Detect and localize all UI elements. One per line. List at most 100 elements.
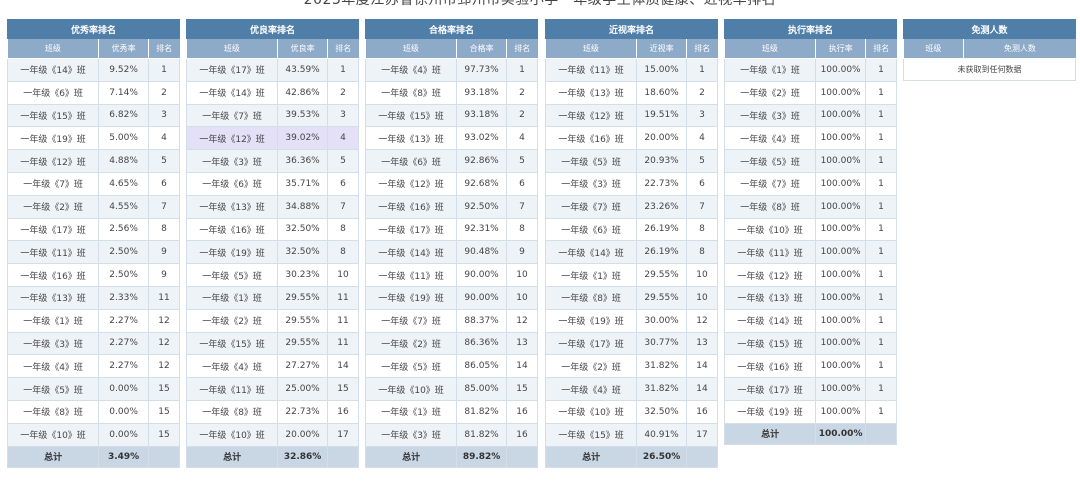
table-row[interactable]: 一年级《19》班 30.00% 12 — [544, 309, 718, 333]
table-row[interactable]: 一年级《5》班 20.93% 5 — [544, 149, 718, 173]
table-row[interactable]: 一年级《8》班 22.73% 16 — [185, 400, 359, 424]
table-row[interactable]: 一年级《3》班 81.82% 16 — [364, 423, 538, 447]
table-row[interactable]: 一年级《4》班 27.27% 14 — [185, 354, 359, 379]
table-row[interactable]: 一年级《4》班 100.00% 1 — [723, 126, 897, 151]
table-row[interactable]: 一年级《13》班 93.02% 4 — [364, 126, 538, 151]
table-row[interactable]: 一年级《19》班 32.50% 8 — [185, 240, 359, 265]
column-header[interactable]: 班级 — [7, 38, 100, 59]
table-row[interactable]: 一年级《10》班 100.00% 1 — [723, 218, 897, 242]
table-row[interactable]: 一年级《13》班 100.00% 1 — [723, 286, 897, 310]
table-row[interactable]: 一年级《17》班 92.31% 8 — [364, 218, 538, 242]
table-row[interactable]: 一年级《1》班 29.55% 10 — [544, 263, 718, 287]
table-row[interactable]: 一年级《15》班 29.55% 11 — [185, 332, 359, 356]
table-row[interactable]: 一年级《10》班 32.50% 16 — [544, 400, 718, 424]
column-header[interactable]: 优秀率 — [98, 38, 150, 59]
table-row[interactable]: 一年级《17》班 2.56% 8 — [6, 218, 180, 242]
table-row[interactable]: 一年级《13》班 18.60% 2 — [544, 81, 718, 105]
column-header[interactable]: 班级 — [365, 38, 458, 59]
table-row[interactable]: 一年级《8》班 0.00% 15 — [6, 400, 180, 424]
column-header[interactable]: 班级 — [545, 38, 638, 59]
column-header[interactable]: 班级 — [903, 38, 965, 59]
column-header[interactable]: 排名 — [506, 38, 538, 59]
column-header[interactable]: 班级 — [186, 38, 279, 59]
table-row[interactable]: 一年级《16》班 92.50% 7 — [364, 195, 538, 219]
table-row[interactable]: 一年级《10》班 20.00% 17 — [185, 423, 359, 447]
table-row[interactable]: 一年级《14》班 26.19% 8 — [544, 240, 718, 265]
table-row[interactable]: 一年级《15》班 40.91% 17 — [544, 423, 718, 447]
table-row[interactable]: 一年级《15》班 100.00% 1 — [723, 332, 897, 356]
column-header[interactable]: 排名 — [865, 38, 897, 59]
table-row[interactable]: 一年级《1》班 81.82% 16 — [364, 400, 538, 424]
table-row[interactable]: 一年级《16》班 100.00% 1 — [723, 354, 897, 379]
table-row[interactable]: 一年级《2》班 29.55% 11 — [185, 309, 359, 333]
table-row[interactable]: 一年级《7》班 88.37% 12 — [364, 309, 538, 333]
column-header[interactable]: 排名 — [686, 38, 718, 59]
table-row[interactable]: 一年级《7》班 39.53% 3 — [185, 104, 359, 128]
column-header[interactable]: 近视率 — [636, 38, 688, 59]
table-row[interactable]: 一年级《6》班 35.71% 6 — [185, 172, 359, 196]
table-row[interactable]: 一年级《12》班 100.00% 1 — [723, 263, 897, 287]
table-row[interactable]: 一年级《15》班 93.18% 2 — [364, 104, 538, 128]
table-row[interactable]: 一年级《19》班 90.00% 10 — [364, 286, 538, 310]
table-row[interactable]: 一年级《5》班 86.05% 14 — [364, 354, 538, 379]
table-row[interactable]: 一年级《8》班 100.00% 1 — [723, 195, 897, 219]
table-row[interactable]: 一年级《2》班 86.36% 13 — [364, 332, 538, 356]
table-row[interactable]: 一年级《12》班 4.88% 5 — [6, 149, 180, 173]
column-header[interactable]: 免测人数 — [963, 38, 1076, 59]
table-row[interactable]: 一年级《2》班 31.82% 14 — [544, 354, 718, 379]
table-row[interactable]: 一年级《7》班 100.00% 1 — [723, 172, 897, 196]
table-row[interactable]: 一年级《2》班 4.55% 7 — [6, 195, 180, 219]
column-header[interactable]: 合格率 — [456, 38, 508, 59]
table-row[interactable]: 一年级《10》班 85.00% 15 — [364, 377, 538, 401]
table-row[interactable]: 一年级《14》班 100.00% 1 — [723, 309, 897, 333]
column-header[interactable]: 优良率 — [277, 38, 329, 59]
table-row[interactable]: 一年级《17》班 30.77% 13 — [544, 332, 718, 356]
table-row[interactable]: 一年级《8》班 93.18% 2 — [364, 81, 538, 105]
table-row[interactable]: 一年级《7》班 4.65% 6 — [6, 172, 180, 196]
table-row[interactable]: 一年级《11》班 100.00% 1 — [723, 240, 897, 265]
table-row[interactable]: 一年级《5》班 0.00% 15 — [6, 377, 180, 401]
table-row[interactable]: 一年级《13》班 2.33% 11 — [6, 286, 180, 310]
table-row[interactable]: 一年级《15》班 6.82% 3 — [6, 104, 180, 128]
column-header[interactable]: 排名 — [148, 38, 180, 59]
table-row[interactable]: 一年级《5》班 100.00% 1 — [723, 149, 897, 173]
column-header[interactable]: 排名 — [327, 38, 359, 59]
table-row[interactable]: 一年级《10》班 0.00% 15 — [6, 423, 180, 447]
table-row[interactable]: 一年级《16》班 32.50% 8 — [185, 218, 359, 242]
table-row[interactable]: 一年级《6》班 92.86% 5 — [364, 149, 538, 173]
table-row[interactable]: 一年级《17》班 43.59% 1 — [185, 58, 359, 82]
table-row[interactable]: 一年级《1》班 29.55% 11 — [185, 286, 359, 310]
table-row[interactable]: 一年级《1》班 2.27% 12 — [6, 309, 180, 333]
table-row[interactable]: 一年级《6》班 7.14% 2 — [6, 81, 180, 105]
table-row[interactable]: 一年级《5》班 30.23% 10 — [185, 263, 359, 287]
table-row[interactable]: 一年级《3》班 22.73% 6 — [544, 172, 718, 196]
table-row[interactable]: 一年级《19》班 100.00% 1 — [723, 400, 897, 424]
table-row[interactable]: 一年级《19》班 5.00% 4 — [6, 126, 180, 151]
table-row[interactable]: 一年级《4》班 2.27% 12 — [6, 354, 180, 379]
column-header[interactable]: 执行率 — [815, 38, 867, 59]
table-row[interactable]: 一年级《16》班 2.50% 9 — [6, 263, 180, 287]
table-row[interactable]: 一年级《8》班 29.55% 10 — [544, 286, 718, 310]
table-row[interactable]: 一年级《14》班 42.86% 2 — [185, 81, 359, 105]
table-row[interactable]: 一年级《16》班 20.00% 4 — [544, 126, 718, 151]
column-header[interactable]: 班级 — [724, 38, 817, 59]
table-row[interactable]: 一年级《11》班 15.00% 1 — [544, 58, 718, 82]
table-row[interactable]: 一年级《17》班 100.00% 1 — [723, 377, 897, 401]
table-row[interactable]: 一年级《11》班 25.00% 15 — [185, 377, 359, 401]
table-row[interactable]: 一年级《4》班 97.73% 1 — [364, 58, 538, 82]
table-row[interactable]: 一年级《4》班 31.82% 14 — [544, 377, 718, 401]
table-row[interactable]: 一年级《14》班 9.52% 1 — [6, 58, 180, 82]
table-row[interactable]: 一年级《3》班 100.00% 1 — [723, 104, 897, 128]
table-row[interactable]: 一年级《7》班 23.26% 7 — [544, 195, 718, 219]
table-row[interactable]: 一年级《11》班 90.00% 10 — [364, 263, 538, 287]
table-row[interactable]: 一年级《1》班 100.00% 1 — [723, 58, 897, 82]
table-row[interactable]: 一年级《3》班 2.27% 12 — [6, 332, 180, 356]
table-row[interactable]: 一年级《6》班 26.19% 8 — [544, 218, 718, 242]
table-row[interactable]: 一年级《14》班 90.48% 9 — [364, 240, 538, 265]
table-row[interactable]: 一年级《12》班 39.02% 4 — [185, 126, 359, 151]
table-row[interactable]: 一年级《13》班 34.88% 7 — [185, 195, 359, 219]
table-row[interactable]: 一年级《3》班 36.36% 5 — [185, 149, 359, 173]
table-row[interactable]: 一年级《12》班 92.68% 6 — [364, 172, 538, 196]
table-row[interactable]: 一年级《11》班 2.50% 9 — [6, 240, 180, 265]
table-row[interactable]: 一年级《12》班 19.51% 3 — [544, 104, 718, 128]
